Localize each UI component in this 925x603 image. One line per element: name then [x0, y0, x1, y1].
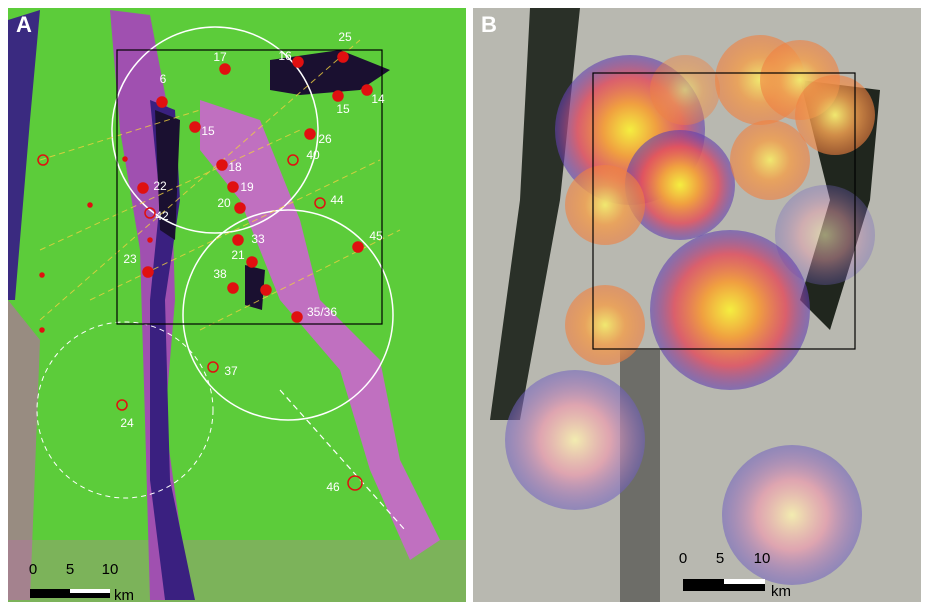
scale-label: 10: [754, 550, 771, 567]
site-marker: [207, 361, 219, 373]
site-marker: [304, 128, 316, 140]
study-frame: [592, 72, 856, 350]
buffer: [650, 55, 720, 125]
site-label: 33: [251, 232, 265, 246]
site-marker: [137, 182, 149, 194]
site-label: 14: [371, 92, 385, 106]
site-label: 15: [336, 102, 350, 116]
scale-unit: km: [114, 587, 134, 603]
site-marker: [361, 84, 373, 96]
site-marker: [314, 197, 326, 209]
panel-label: A: [16, 12, 32, 37]
site-marker: [337, 51, 349, 63]
panel-label: B: [481, 12, 497, 37]
study-frame: [116, 49, 383, 325]
buffer-circle: [182, 209, 394, 421]
scale-label: 5: [716, 550, 724, 567]
site-label: 19: [240, 180, 254, 194]
site-label: 6: [160, 72, 167, 86]
site-marker: [216, 159, 228, 171]
site-marker: [219, 63, 231, 75]
transects: [39, 39, 401, 331]
scale-bar: [70, 589, 110, 593]
site-marker: [292, 56, 304, 68]
site-marker: [260, 284, 272, 296]
scale-label: 0: [679, 550, 687, 567]
site-marker: [246, 256, 258, 268]
site-marker: [144, 207, 156, 219]
panel-b: B 0 5 10 km: [473, 8, 921, 602]
buffer-circle: [111, 26, 319, 234]
site-label: 44: [330, 193, 344, 207]
site-label: 15: [201, 124, 215, 138]
site-label: 24: [120, 416, 134, 430]
site-label: 21: [231, 248, 245, 262]
site-marker: [227, 282, 239, 294]
buffer: [625, 130, 735, 240]
buffer-circle: [36, 321, 214, 499]
site-marker: [234, 202, 246, 214]
site-marker: [147, 237, 153, 243]
buffer: [565, 285, 645, 365]
site-marker: [39, 327, 45, 333]
site-marker: [116, 399, 128, 411]
scale-label: 5: [66, 561, 74, 578]
floodplain: [200, 100, 440, 560]
buffer: [730, 120, 810, 200]
panel-a: A 25 16 17 6 15 14 15 26 40 18 19 22 44 20 42 33 45 21 23 3…: [8, 8, 466, 603]
site-marker: [37, 154, 49, 166]
lake: [245, 265, 265, 310]
river: [8, 10, 40, 300]
site-marker: [122, 156, 128, 162]
site-label: 42: [155, 209, 169, 223]
buffer: [795, 75, 875, 155]
site-label: 35/36: [307, 305, 337, 319]
site-marker: [87, 202, 93, 208]
site-marker: [291, 311, 303, 323]
scale-label: 10: [102, 561, 119, 578]
site-label: 37: [224, 364, 238, 378]
scale-unit: km: [771, 583, 791, 600]
scale-bar: [30, 589, 110, 598]
buffer: [775, 185, 875, 285]
floodplain: [8, 300, 40, 600]
transect: [279, 389, 406, 531]
site-label: 45: [369, 229, 383, 243]
sites: 25 16 17 6 15 14 15 26 40 18 19 22 44 20 42 33 45 21 23 38 3…: [37, 30, 385, 494]
site-label: 16: [278, 49, 292, 63]
buffer: [650, 230, 810, 390]
site-marker: [287, 154, 299, 166]
site-label: 22: [153, 179, 167, 193]
site-marker: [232, 234, 244, 246]
site-marker: [189, 121, 201, 133]
site-label: 18: [228, 160, 242, 174]
site-label: 17: [213, 50, 227, 64]
buffer: [565, 165, 645, 245]
site-label: 25: [338, 30, 352, 44]
scale-label: 0: [29, 561, 37, 578]
site-marker: [227, 181, 239, 193]
site-marker: [352, 241, 364, 253]
site-marker: [156, 96, 168, 108]
site-label: 20: [217, 196, 231, 210]
buffer: [722, 445, 862, 585]
site-marker: [347, 475, 363, 491]
site-label: 23: [123, 252, 137, 266]
site-label: 40: [306, 148, 320, 162]
lake: [155, 110, 180, 240]
site-label: 46: [326, 480, 340, 494]
site-marker: [142, 266, 154, 278]
site-marker: [39, 272, 45, 278]
scale-bar: [724, 579, 765, 584]
site-label: 26: [318, 132, 332, 146]
buffer: [505, 370, 645, 510]
site-marker: [332, 90, 344, 102]
site-label: 38: [213, 267, 227, 281]
